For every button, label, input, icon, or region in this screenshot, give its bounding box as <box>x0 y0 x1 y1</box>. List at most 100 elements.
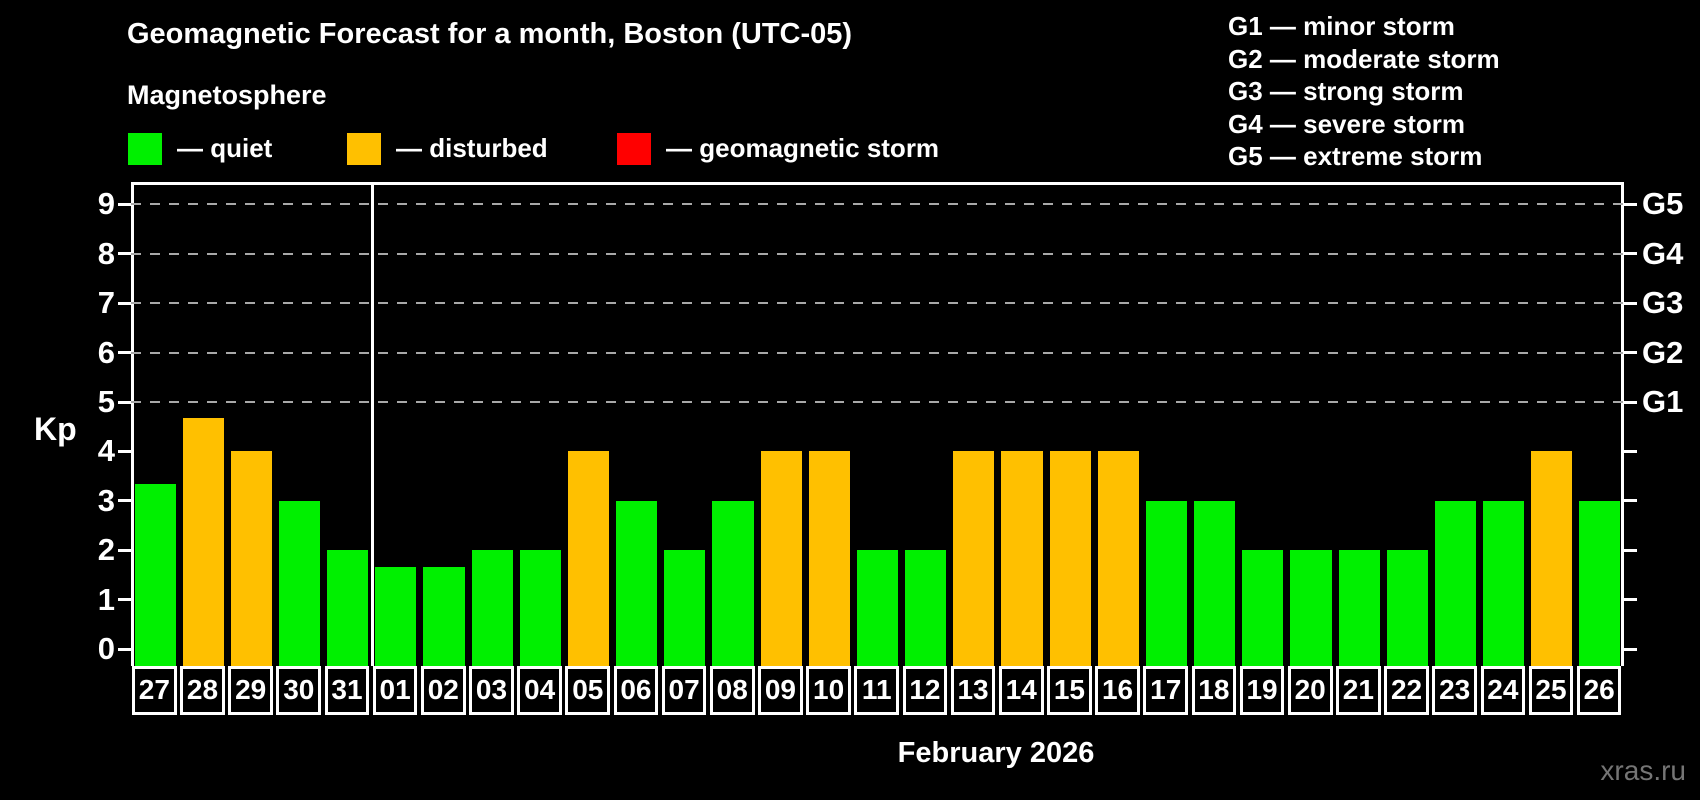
y-axis-label: 1 <box>97 581 115 617</box>
day-label: 01 <box>372 666 418 715</box>
legend-label-quiet: — quiet <box>177 133 273 163</box>
y-axis-tick <box>118 400 131 404</box>
day-label: 29 <box>228 666 273 715</box>
g-scale-legend-line: G3 — strong storm <box>1228 76 1464 106</box>
kp-bar <box>1338 550 1380 666</box>
y-axis-tick <box>118 252 131 256</box>
y-axis-tick <box>118 647 131 651</box>
kp-bar <box>664 550 706 666</box>
kp-bar <box>1145 500 1188 666</box>
g-axis-label: G1 <box>1642 384 1684 419</box>
day-label: 10 <box>806 666 851 715</box>
y-axis-tick <box>118 202 131 206</box>
kp-bar <box>1483 500 1525 666</box>
y-axis-tick <box>118 301 131 305</box>
y-axis-label: 7 <box>97 285 115 321</box>
y-axis-tick <box>118 351 131 355</box>
g-axis-tick <box>1624 400 1637 404</box>
day-label: 11 <box>854 666 900 715</box>
legend-item-disturbed: — disturbed <box>347 132 548 165</box>
g-axis-tick <box>1624 252 1637 256</box>
gridline <box>131 203 1624 206</box>
g-axis-label: G5 <box>1642 186 1684 222</box>
g-axis-tick <box>1624 598 1637 602</box>
y-axis-label: 9 <box>97 186 115 222</box>
day-label: 26 <box>1576 666 1622 715</box>
g-scale-legend-line: G4 — severe storm <box>1228 108 1466 139</box>
legend-label-disturbed: — disturbed <box>396 133 548 163</box>
watermark: xras.ru <box>1600 755 1686 786</box>
kp-bar <box>230 451 272 666</box>
day-label: 04 <box>517 666 562 715</box>
day-label: 21 <box>1336 666 1381 715</box>
y-axis-tick <box>118 449 131 453</box>
g-axis-tick <box>1624 202 1637 206</box>
day-label: 20 <box>1287 666 1333 715</box>
quiet-color-swatch <box>128 132 162 165</box>
day-label: 18 <box>1191 666 1237 715</box>
day-label: 12 <box>902 666 948 715</box>
day-label: 17 <box>1143 666 1189 715</box>
day-label: 28 <box>180 666 225 715</box>
kp-bar <box>1194 500 1236 666</box>
day-label: 15 <box>1047 666 1092 715</box>
day-label: 14 <box>998 666 1044 715</box>
storm-color-swatch <box>617 132 651 165</box>
day-label: 06 <box>613 666 659 715</box>
kp-bar <box>567 451 610 666</box>
y-axis-label: 6 <box>97 334 115 370</box>
g-axis-tick <box>1624 351 1637 355</box>
day-label: 24 <box>1480 666 1526 715</box>
day-label: 09 <box>758 666 803 715</box>
day-label: 27 <box>132 666 177 715</box>
y-axis-label: 2 <box>97 532 115 568</box>
disturbed-color-swatch <box>347 132 381 165</box>
g-axis-label: G4 <box>1642 235 1684 271</box>
gridline <box>131 401 1624 403</box>
day-label: 19 <box>1239 666 1285 715</box>
kp-bar <box>471 550 513 666</box>
day-label: 02 <box>420 666 466 715</box>
kp-bar <box>1097 451 1139 666</box>
g-axis-tick <box>1624 449 1637 453</box>
day-label: 03 <box>469 666 514 715</box>
kp-bar <box>1290 550 1332 666</box>
kp-bar <box>1001 451 1043 666</box>
kp-bar <box>1386 550 1428 666</box>
y-axis-label: 3 <box>97 482 115 518</box>
y-axis-label: 4 <box>97 433 115 469</box>
kp-bar <box>1434 500 1476 666</box>
y-axis-title: Kp <box>34 411 77 447</box>
g-scale-legend: G1 — minor storm G2 — moderate storm G3 — … <box>1228 10 1500 173</box>
day-label: 08 <box>709 666 755 715</box>
kp-bar <box>1242 550 1284 666</box>
y-axis-label: 0 <box>97 631 115 666</box>
y-axis-label: 8 <box>97 235 115 271</box>
g-axis-label: G3 <box>1642 285 1684 321</box>
gridline <box>131 351 1624 354</box>
legend-item-storm: — geomagnetic storm <box>617 132 939 165</box>
day-label: 16 <box>1095 666 1140 715</box>
day-label: 25 <box>1528 666 1574 715</box>
legend-item-quiet: — quiet <box>128 132 272 165</box>
kp-bar <box>1531 451 1573 666</box>
g-axis-tick <box>1624 647 1637 651</box>
kp-bar <box>808 451 850 666</box>
g-axis-tick <box>1624 499 1637 503</box>
kp-bar <box>278 500 321 666</box>
g-axis-tick <box>1624 301 1637 305</box>
gridline <box>131 252 1624 255</box>
g-scale-legend-line: G1 — minor storm <box>1228 11 1455 41</box>
kp-bar <box>760 451 802 666</box>
day-label: 30 <box>276 666 322 715</box>
kp-bar <box>134 484 176 666</box>
g-axis-tick <box>1624 548 1637 552</box>
day-label: 07 <box>661 666 707 715</box>
y-axis-tick <box>118 598 131 602</box>
kp-bar <box>423 566 465 666</box>
month-separator-line <box>370 182 374 666</box>
g-axis-label: G2 <box>1642 334 1684 370</box>
y-axis-label: 5 <box>97 384 115 419</box>
kp-bar <box>712 500 754 666</box>
kp-bar <box>1579 500 1621 666</box>
